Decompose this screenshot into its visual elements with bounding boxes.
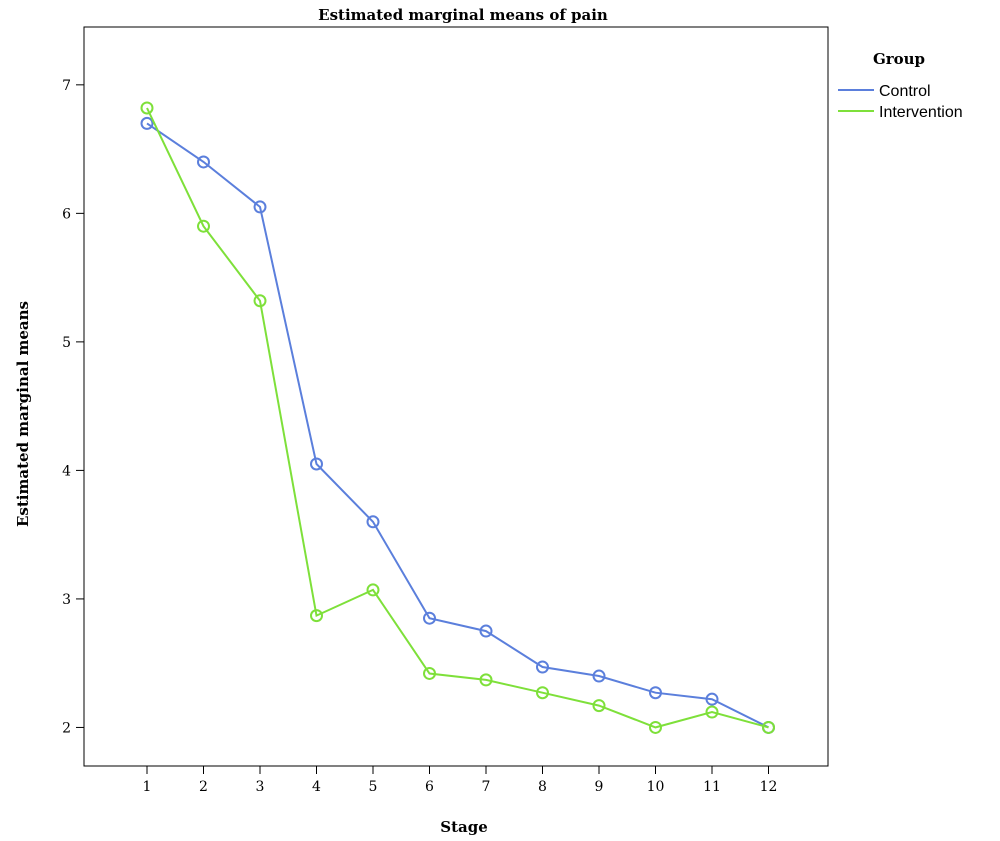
data-point-control — [592, 669, 606, 683]
y-tick-label: 6 — [62, 206, 71, 222]
x-tick-label: 8 — [538, 779, 547, 795]
legend-label-control: Control — [879, 83, 931, 100]
data-point-control — [479, 624, 493, 638]
y-axis-title: Estimated marginal means — [14, 301, 32, 527]
y-tick-label: 7 — [62, 78, 71, 94]
chart-title: Estimated marginal means of pain — [318, 6, 608, 24]
x-axis: 1 2 3 4 5 6 7 8 9 10 11 12 — [143, 766, 778, 795]
y-tick-label: 5 — [62, 335, 71, 351]
legend-items: Control Intervention — [838, 83, 963, 121]
data-point-control — [536, 660, 549, 674]
data-point-control — [197, 155, 210, 169]
x-tick-label: 12 — [760, 779, 778, 795]
series-line-intervention — [146, 107, 769, 729]
series-layer — [140, 101, 775, 734]
data-point-intervention — [197, 219, 210, 233]
y-tick-label: 3 — [62, 592, 71, 608]
data-point-intervention — [423, 666, 436, 680]
data-point-control — [423, 611, 436, 625]
legend-label-intervention: Intervention — [879, 104, 963, 121]
x-tick-label: 11 — [703, 779, 721, 795]
data-point-control — [140, 116, 154, 130]
data-point-intervention — [479, 673, 493, 687]
legend: Group Control Intervention — [838, 50, 963, 121]
data-point-intervention — [536, 686, 549, 700]
x-tick-label: 2 — [199, 779, 208, 795]
data-point-intervention — [366, 583, 380, 597]
x-tick-label: 4 — [312, 779, 321, 795]
x-tick-label: 1 — [143, 779, 152, 795]
y-tick-label: 2 — [62, 720, 71, 736]
x-axis-title: Stage — [440, 818, 488, 836]
x-tick-label: 5 — [369, 779, 378, 795]
series-line-control — [146, 122, 769, 729]
data-point-intervention — [649, 720, 662, 734]
x-tick-label: 9 — [595, 779, 604, 795]
data-point-intervention — [310, 609, 323, 623]
y-axis: 2 3 4 5 6 7 — [62, 78, 84, 736]
data-point-intervention — [592, 699, 606, 713]
data-point-intervention — [253, 294, 267, 308]
data-point-intervention — [705, 705, 719, 719]
x-tick-label: 10 — [647, 779, 665, 795]
data-point-control — [310, 457, 323, 471]
data-point-control — [649, 686, 662, 700]
y-tick-label: 4 — [62, 463, 71, 479]
data-point-intervention — [762, 720, 775, 734]
x-tick-label: 7 — [482, 779, 491, 795]
data-point-control — [705, 692, 719, 706]
x-tick-label: 6 — [425, 779, 434, 795]
data-point-intervention — [140, 101, 154, 115]
data-point-control — [366, 515, 380, 529]
data-point-control — [253, 200, 267, 214]
plot-frame — [83, 26, 829, 767]
x-tick-label: 3 — [256, 779, 265, 795]
legend-title: Group — [873, 50, 925, 68]
